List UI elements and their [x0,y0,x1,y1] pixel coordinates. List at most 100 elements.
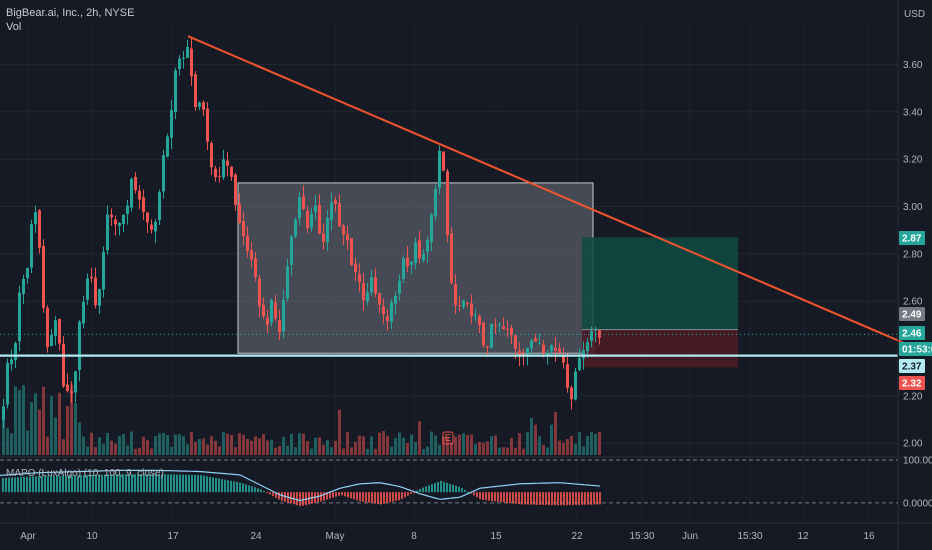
candle-body [330,202,333,221]
indicator-label[interactable]: MAPO (LuxAlgo) (10, 100, 9, close) [6,468,164,479]
volume-bar [114,443,117,455]
candle-body [234,174,237,205]
volume-bar [302,433,305,455]
candle-body [534,338,537,342]
candle-body [82,301,85,324]
mapo-hist-bar [68,475,70,493]
mapo-hist-bar [263,491,265,493]
candle-body [550,345,553,352]
volume-bar [502,447,505,455]
price-badge-label: 2.87 [902,234,922,245]
candle-body [78,321,81,370]
mapo-hist-bar [398,492,400,501]
candle-body [586,342,589,352]
volume-bar [546,447,549,455]
volume-label[interactable]: Vol [6,21,22,33]
mapo-hist-bar [356,492,358,501]
price-badge [899,342,932,356]
candle-body [114,219,117,225]
mapo-hist-bar [278,492,280,500]
candle-body [314,205,317,213]
volume-bar [442,436,445,455]
volume-bar [450,442,453,455]
mapo-hist-bar [110,474,112,493]
volume-bar [234,447,237,455]
volume-bar [398,432,401,455]
volume-bar [142,436,145,455]
candle-body [174,70,177,112]
candle-body [10,359,13,365]
volume-bar [494,435,497,455]
volume-bar [438,444,441,455]
candle-body [518,350,521,356]
candle-body [450,233,453,283]
volume-bar [310,448,313,455]
candle-body [342,225,345,235]
mapo-hist-bar [134,474,136,493]
volume-bar [554,411,557,455]
volume-bar [122,434,125,455]
symbol-title[interactable]: BigBear.ai, Inc., 2h, NYSE [6,7,135,19]
volume-bar [574,443,577,455]
mapo-hist-bar [173,474,175,493]
candle-body [434,189,437,217]
mapo-hist-bar [368,492,370,503]
candle-body [178,58,181,70]
volume-bar [250,440,253,455]
stop-zone [582,329,738,368]
candle-body [466,302,469,304]
earnings-marker [442,431,454,445]
mapo-hist-bar [62,475,64,493]
mapo-hist-bar [479,492,481,500]
candle-body [430,214,433,242]
mapo-hist-bar [404,492,406,498]
trendline [187,35,929,355]
mapo-hist-bar [524,492,526,505]
volume-bar [374,448,377,455]
volume-bar [330,447,333,455]
mapo-hist-bar [521,492,523,505]
volume-bar [178,434,181,455]
mapo-hist-bar [545,492,547,505]
volume-bar [82,436,85,455]
candle-body [442,151,445,171]
time-tick: Apr [20,531,36,542]
volume-bar [530,417,533,455]
mapo-hist-bar [260,489,262,493]
volume-bar [230,434,233,455]
mapo-hist-bar [2,477,4,493]
volume-bar [598,431,601,455]
candle-body [170,109,173,138]
mapo-hist-bar [20,477,22,493]
price-badge-label: 2.32 [902,379,922,390]
candle-body [482,322,485,346]
candle-body [506,328,509,330]
time-tick: 16 [863,531,875,542]
volume-bar [534,424,537,455]
mapo-hist-bar [419,488,421,493]
volume-bar [558,440,561,455]
price-tick: 2.80 [903,249,923,260]
mapo-hist-bar [476,492,478,498]
candle-body [554,347,557,351]
volume-bar [422,448,425,455]
mapo-hist-bar [302,492,304,506]
volume-bar [166,434,169,455]
candle-body [398,280,401,294]
candle-body [118,222,121,226]
candle-body [438,150,441,188]
mapo-hist-bar [101,474,103,493]
candle-body [74,371,77,393]
volume-bar [10,433,13,455]
candle-body [246,235,249,252]
mapo-hist-bar [11,477,13,493]
volume-bar [370,436,373,455]
mapo-hist-bar [92,474,94,493]
volume-bar [378,432,381,455]
price-badge [899,326,925,340]
volume-bar [214,440,217,455]
mapo-hist-bar [131,474,133,493]
mapo-hist-bar [224,479,226,493]
price-tick: 3.60 [903,60,923,71]
